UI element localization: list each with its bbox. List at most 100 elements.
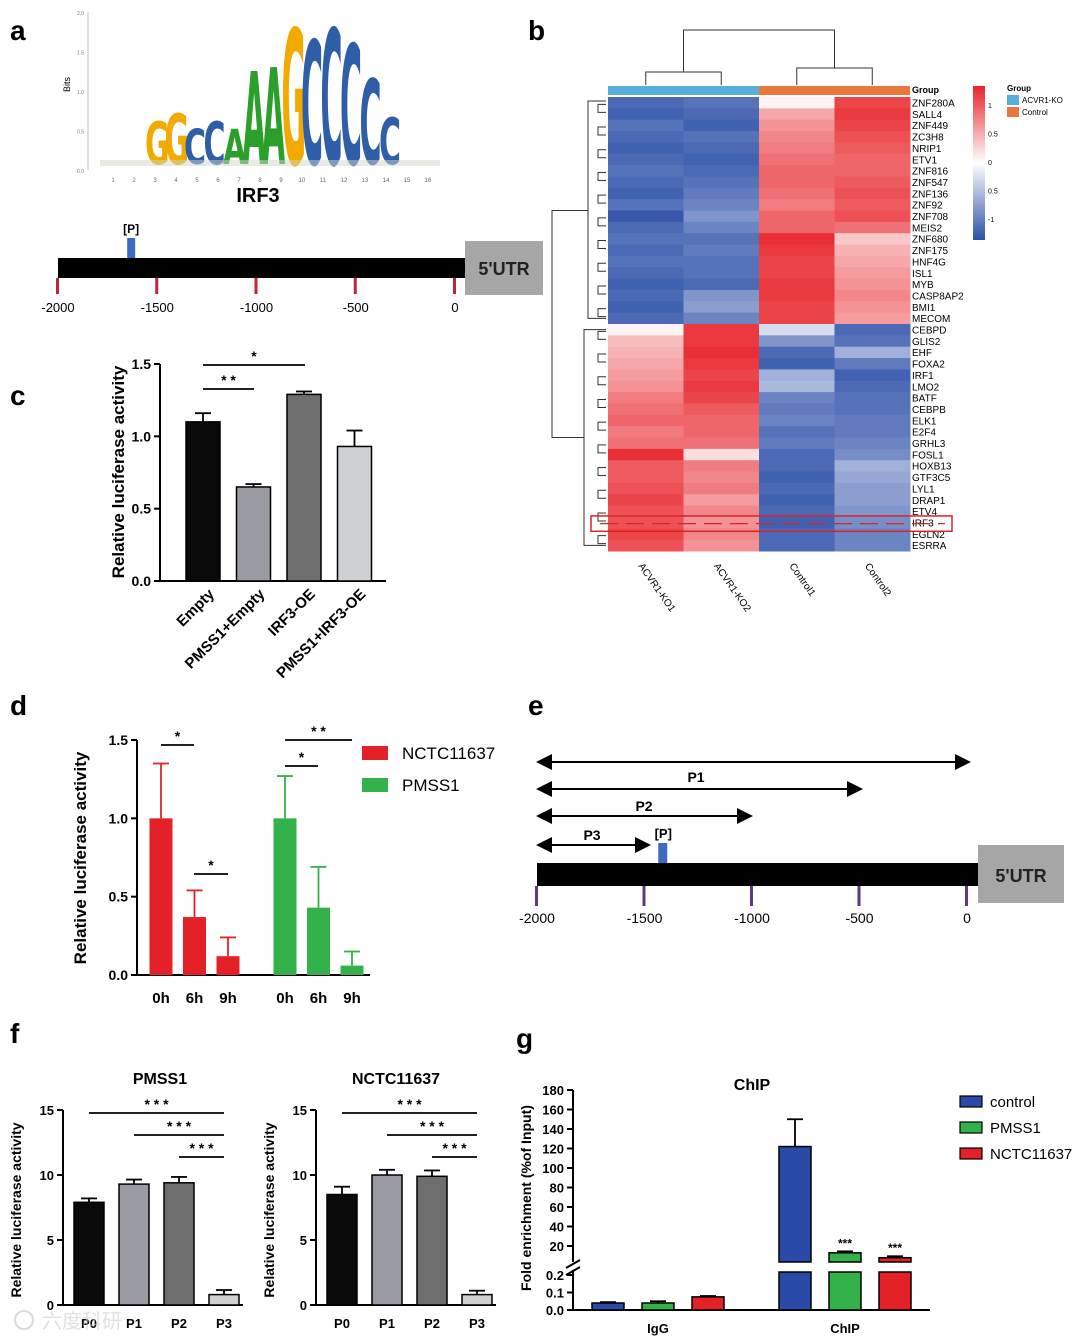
heatmap-cell — [834, 108, 911, 121]
heatmap-cell — [608, 437, 684, 450]
heatmap-cell — [834, 153, 911, 166]
dendrogram-left-branch — [597, 376, 606, 386]
heatmap-cell — [608, 153, 684, 166]
bar-p1 — [118, 1183, 150, 1306]
heatmap-row-label: BMI1 — [912, 303, 936, 314]
panel-b: ZNF280ASALL4ZNF449ZC3H8NRIP1ETV1ZNF816ZN… — [551, 29, 1063, 615]
heatmap-cell — [608, 199, 684, 211]
heatmap-cell — [608, 403, 684, 416]
heatmap-cell — [759, 380, 835, 393]
legend-swatch-nctc11637 — [362, 746, 388, 760]
heatmap-row-label: FOSL1 — [912, 450, 944, 461]
heatmap-row-label: ETV4 — [912, 507, 937, 518]
heatmap-cell — [759, 289, 835, 302]
heatmap-cell — [683, 437, 760, 450]
heatmap-cell — [683, 482, 760, 495]
color-scale-tick: -1 — [988, 217, 994, 224]
heatmap-cell — [608, 482, 684, 495]
heatmap-cell — [683, 528, 760, 541]
heatmap-cell — [683, 505, 760, 518]
significance-stars: * — [299, 749, 305, 765]
dendrogram-left-branch — [597, 398, 606, 408]
dendrogram-left-branch — [597, 194, 606, 204]
utr-label: 5'UTR — [478, 259, 529, 279]
legend-swatch-pmss1 — [959, 1121, 983, 1134]
heatmap-cell — [759, 516, 835, 529]
significance-stars: * — [208, 857, 214, 873]
panel-letter-b: b — [528, 15, 545, 46]
y-tick-label: 0.2 — [546, 1268, 564, 1283]
x-tick-label: P1 — [379, 1316, 395, 1331]
heatmap-cell — [759, 221, 835, 234]
group-legend-label: Control — [1022, 108, 1048, 117]
heatmap-row-label: ZNF280A — [912, 99, 955, 110]
heatmap-cell — [608, 131, 684, 143]
heatmap-cell — [608, 335, 684, 348]
bar-nctc11637-6h — [183, 917, 206, 975]
heatmap-cell — [834, 448, 911, 461]
heatmap-cell — [608, 324, 684, 336]
dendrogram-left-branch — [597, 149, 606, 159]
y-axis-title: Relative luciferase activity — [261, 1122, 277, 1297]
heatmap-cell — [683, 244, 760, 257]
heatmap-cell — [759, 199, 835, 211]
dendrogram-left-branch — [587, 100, 606, 319]
bar-p3 — [461, 1293, 493, 1306]
utr-box — [465, 241, 543, 295]
x-tick-label: 6h — [310, 990, 328, 1007]
heatmap-row-label: EGLN2 — [912, 530, 945, 541]
legend-label-pmss1: PMSS1 — [990, 1120, 1041, 1137]
dendrogram-left-branch — [597, 489, 606, 499]
heatmap-cell — [608, 244, 684, 257]
heatmap-cell — [683, 199, 760, 211]
heatmap-cell — [683, 324, 760, 336]
heatmap-cell — [759, 176, 835, 189]
heatmap-cell — [683, 267, 760, 280]
y-tick-label: 5 — [47, 1233, 54, 1248]
fragment-label: P2 — [635, 798, 652, 814]
promoter-tick — [254, 278, 258, 294]
motif-letter: G — [282, 0, 307, 209]
heatmap-cell — [683, 142, 760, 155]
y-tick-label: 1.0 — [132, 428, 152, 444]
heatmap-cell — [608, 460, 684, 473]
significance-stars: * * * — [144, 1096, 169, 1112]
heatmap-cell — [834, 244, 911, 257]
group-row-label: Group — [912, 85, 939, 95]
significance-stars: *** — [888, 1241, 902, 1255]
promoter-tick — [750, 886, 753, 906]
significance-stars: * — [251, 348, 257, 364]
promoter-bar — [537, 863, 979, 886]
heatmap-cell — [608, 392, 684, 404]
motif-position-label: 7 — [237, 178, 241, 184]
motif-position-label: 16 — [425, 178, 432, 184]
heatmap-cell — [834, 482, 911, 495]
panel-g: 20 40 60 80 100 120 140 160 180 0.0 0.1 0.2 ChIP Fold… — [518, 1077, 1072, 1336]
significance-stars: * * * — [420, 1118, 445, 1134]
heatmap-row-label: FOXA2 — [912, 360, 945, 371]
heatmap-cell — [683, 255, 760, 268]
heatmap-cell — [759, 426, 835, 438]
heatmap-row-label: LYL1 — [912, 484, 935, 495]
dendrogram-left-branch — [597, 285, 606, 295]
heatmap-cell — [608, 289, 684, 302]
heatmap-cell — [683, 471, 760, 484]
legend-label-control: control — [990, 1094, 1035, 1111]
dendrogram-left-branch — [597, 444, 606, 454]
motif-y-label: Bits — [62, 76, 72, 92]
dendrogram-left-branch — [597, 217, 606, 227]
heatmap-cell — [608, 516, 684, 529]
motif-position-label: 8 — [258, 178, 262, 184]
heatmap-cell — [759, 210, 835, 223]
legend-swatch-nctc11637 — [959, 1147, 983, 1160]
heatmap-cell — [834, 403, 911, 416]
heatmap-cell — [759, 187, 835, 200]
heatmap-cell — [759, 494, 835, 507]
heatmap-cell — [608, 358, 684, 370]
heatmap-row-label: CEBPD — [912, 326, 946, 337]
promoter-axis-label: 0 — [963, 910, 971, 926]
bar-lower-control-chip — [778, 1271, 812, 1311]
motif-position-label: 10 — [299, 178, 306, 184]
heatmap-row-label: HNF4G — [912, 257, 946, 268]
